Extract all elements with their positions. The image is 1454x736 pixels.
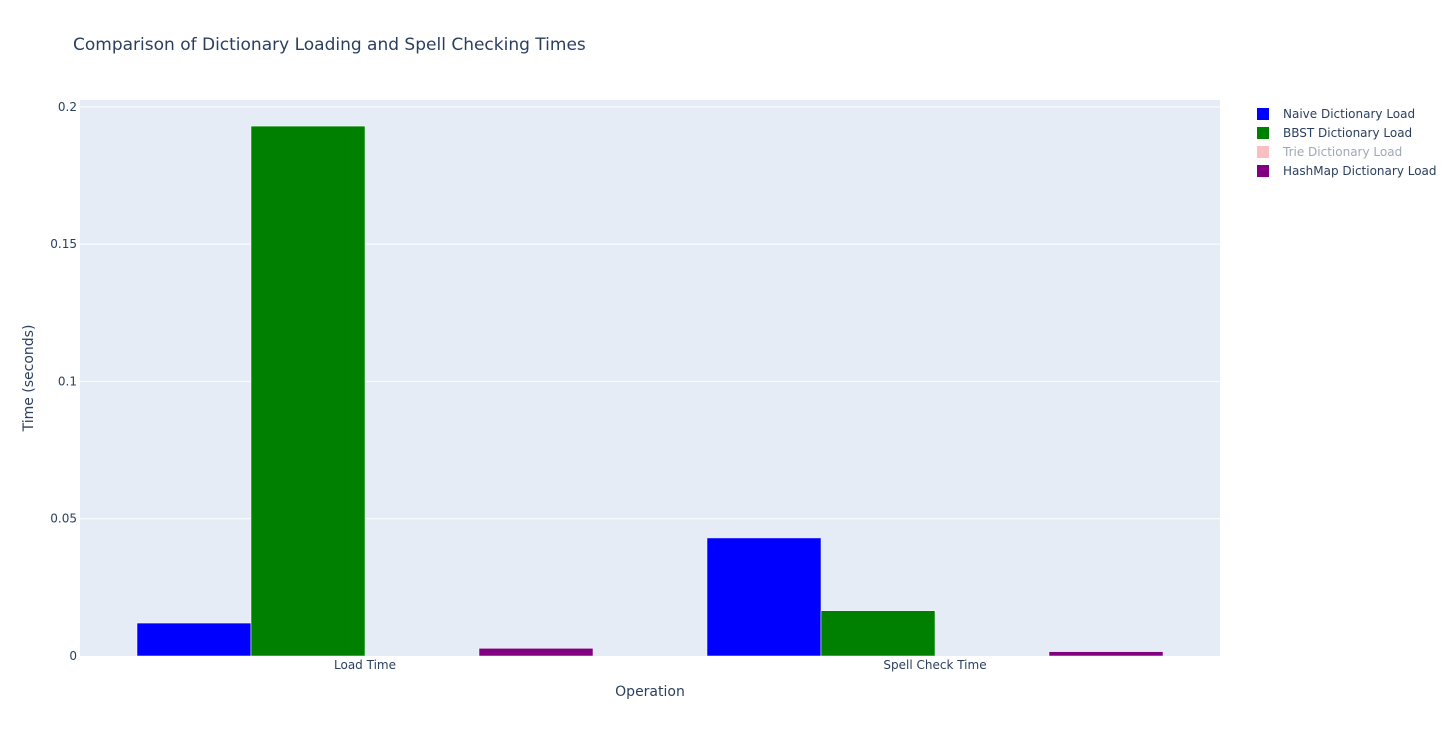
x-axis-title: Operation [615, 684, 685, 700]
bar-hashmap-dictionary-load-1[interactable] [1048, 651, 1164, 657]
x-tick-labels: Load Time Spell Check Time [334, 658, 987, 672]
bar-bbst-dictionary-load-0[interactable] [250, 125, 366, 657]
y-tick-label: 0 [69, 649, 77, 663]
legend-swatch [1257, 127, 1269, 139]
legend-item-trie-dictionary-load[interactable]: Trie Dictionary Load [1257, 145, 1402, 159]
legend-label: HashMap Dictionary Load [1283, 164, 1437, 178]
legend-label: BBST Dictionary Load [1283, 126, 1412, 140]
bar-bbst-dictionary-load-1[interactable] [820, 610, 936, 657]
bars [136, 125, 1164, 657]
legend: Naive Dictionary Load BBST Dictionary Loa… [1257, 107, 1437, 178]
chart-title: Comparison of Dictionary Loading and Spe… [73, 35, 586, 55]
x-tick-label: Spell Check Time [883, 658, 986, 672]
legend-swatch [1257, 165, 1269, 177]
bar-naive-dictionary-load-1[interactable] [706, 537, 822, 657]
bar-naive-dictionary-load-0[interactable] [136, 622, 252, 657]
legend-item-naive-dictionary-load[interactable]: Naive Dictionary Load [1257, 107, 1415, 121]
legend-swatch [1257, 108, 1269, 120]
legend-item-hashmap-dictionary-load[interactable]: HashMap Dictionary Load [1257, 164, 1437, 178]
legend-item-bbst-dictionary-load[interactable]: BBST Dictionary Load [1257, 126, 1412, 140]
x-tick-label: Load Time [334, 658, 396, 672]
y-tick-labels: 0 0.05 0.1 0.15 0.2 [50, 100, 77, 663]
legend-swatch [1257, 146, 1269, 158]
legend-label: Naive Dictionary Load [1283, 107, 1415, 121]
legend-label: Trie Dictionary Load [1282, 145, 1402, 159]
y-tick-label: 0.15 [50, 237, 77, 251]
y-tick-label: 0.05 [50, 512, 77, 526]
y-tick-label: 0.1 [58, 374, 77, 388]
y-axis-title: Time (seconds) [21, 325, 37, 433]
bar-hashmap-dictionary-load-0[interactable] [478, 648, 594, 657]
y-tick-label: 0.2 [58, 100, 77, 114]
